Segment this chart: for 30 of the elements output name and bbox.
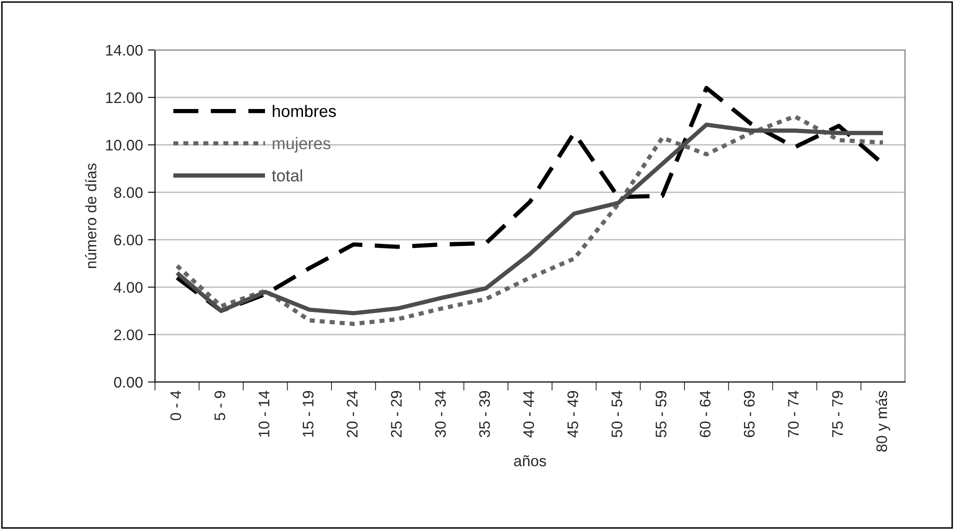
y-tick-label: 2.00 — [114, 329, 143, 340]
text: total — [272, 169, 302, 182]
x-tick-label: 65 - 69 — [744, 391, 755, 438]
x-tick-label: 80 y más — [876, 390, 890, 452]
y-axis-title: número de días — [84, 163, 96, 268]
x-tick-label: 55 - 59 — [656, 391, 666, 438]
x-tick-label: 10 - 14 — [258, 390, 270, 437]
x-tick-label: 20 - 24 — [346, 390, 358, 438]
y-tick-label: 14.00 — [106, 44, 143, 56]
y-tick-label: 4.00 — [114, 282, 143, 293]
y-tick-label: 12.00 — [106, 92, 143, 104]
x-tick-label: 15 - 19 — [302, 391, 314, 437]
y-tick-label: 8.00 — [114, 187, 143, 198]
x-tick-label: 30 - 34 — [435, 390, 446, 438]
x-tick-label: 25 - 29 — [390, 391, 402, 438]
x-tick-label: 70 - 74 — [788, 390, 799, 438]
y-tick-label: 0.00 — [114, 376, 143, 388]
y-tick-label: 6.00 — [114, 234, 143, 246]
x-tick-label: 5 - 9 — [214, 391, 226, 420]
x-axis-title: años — [514, 455, 546, 466]
x-tick-label: 40 - 44 — [523, 390, 534, 438]
x-tick-label: 0 - 4 — [170, 390, 182, 420]
x-tick-label: 60 - 64 — [700, 390, 711, 438]
x-tick-label: 35 - 39 — [479, 391, 490, 438]
x-tick-label: 45 - 49 — [567, 391, 578, 438]
x-tick-label: 75 - 79 — [832, 391, 843, 438]
text: hombres — [272, 104, 336, 118]
x-tick-label: 50 - 54 — [612, 390, 622, 438]
y-tick-label: 10.00 — [106, 140, 143, 151]
text: mujeres — [272, 137, 330, 153]
